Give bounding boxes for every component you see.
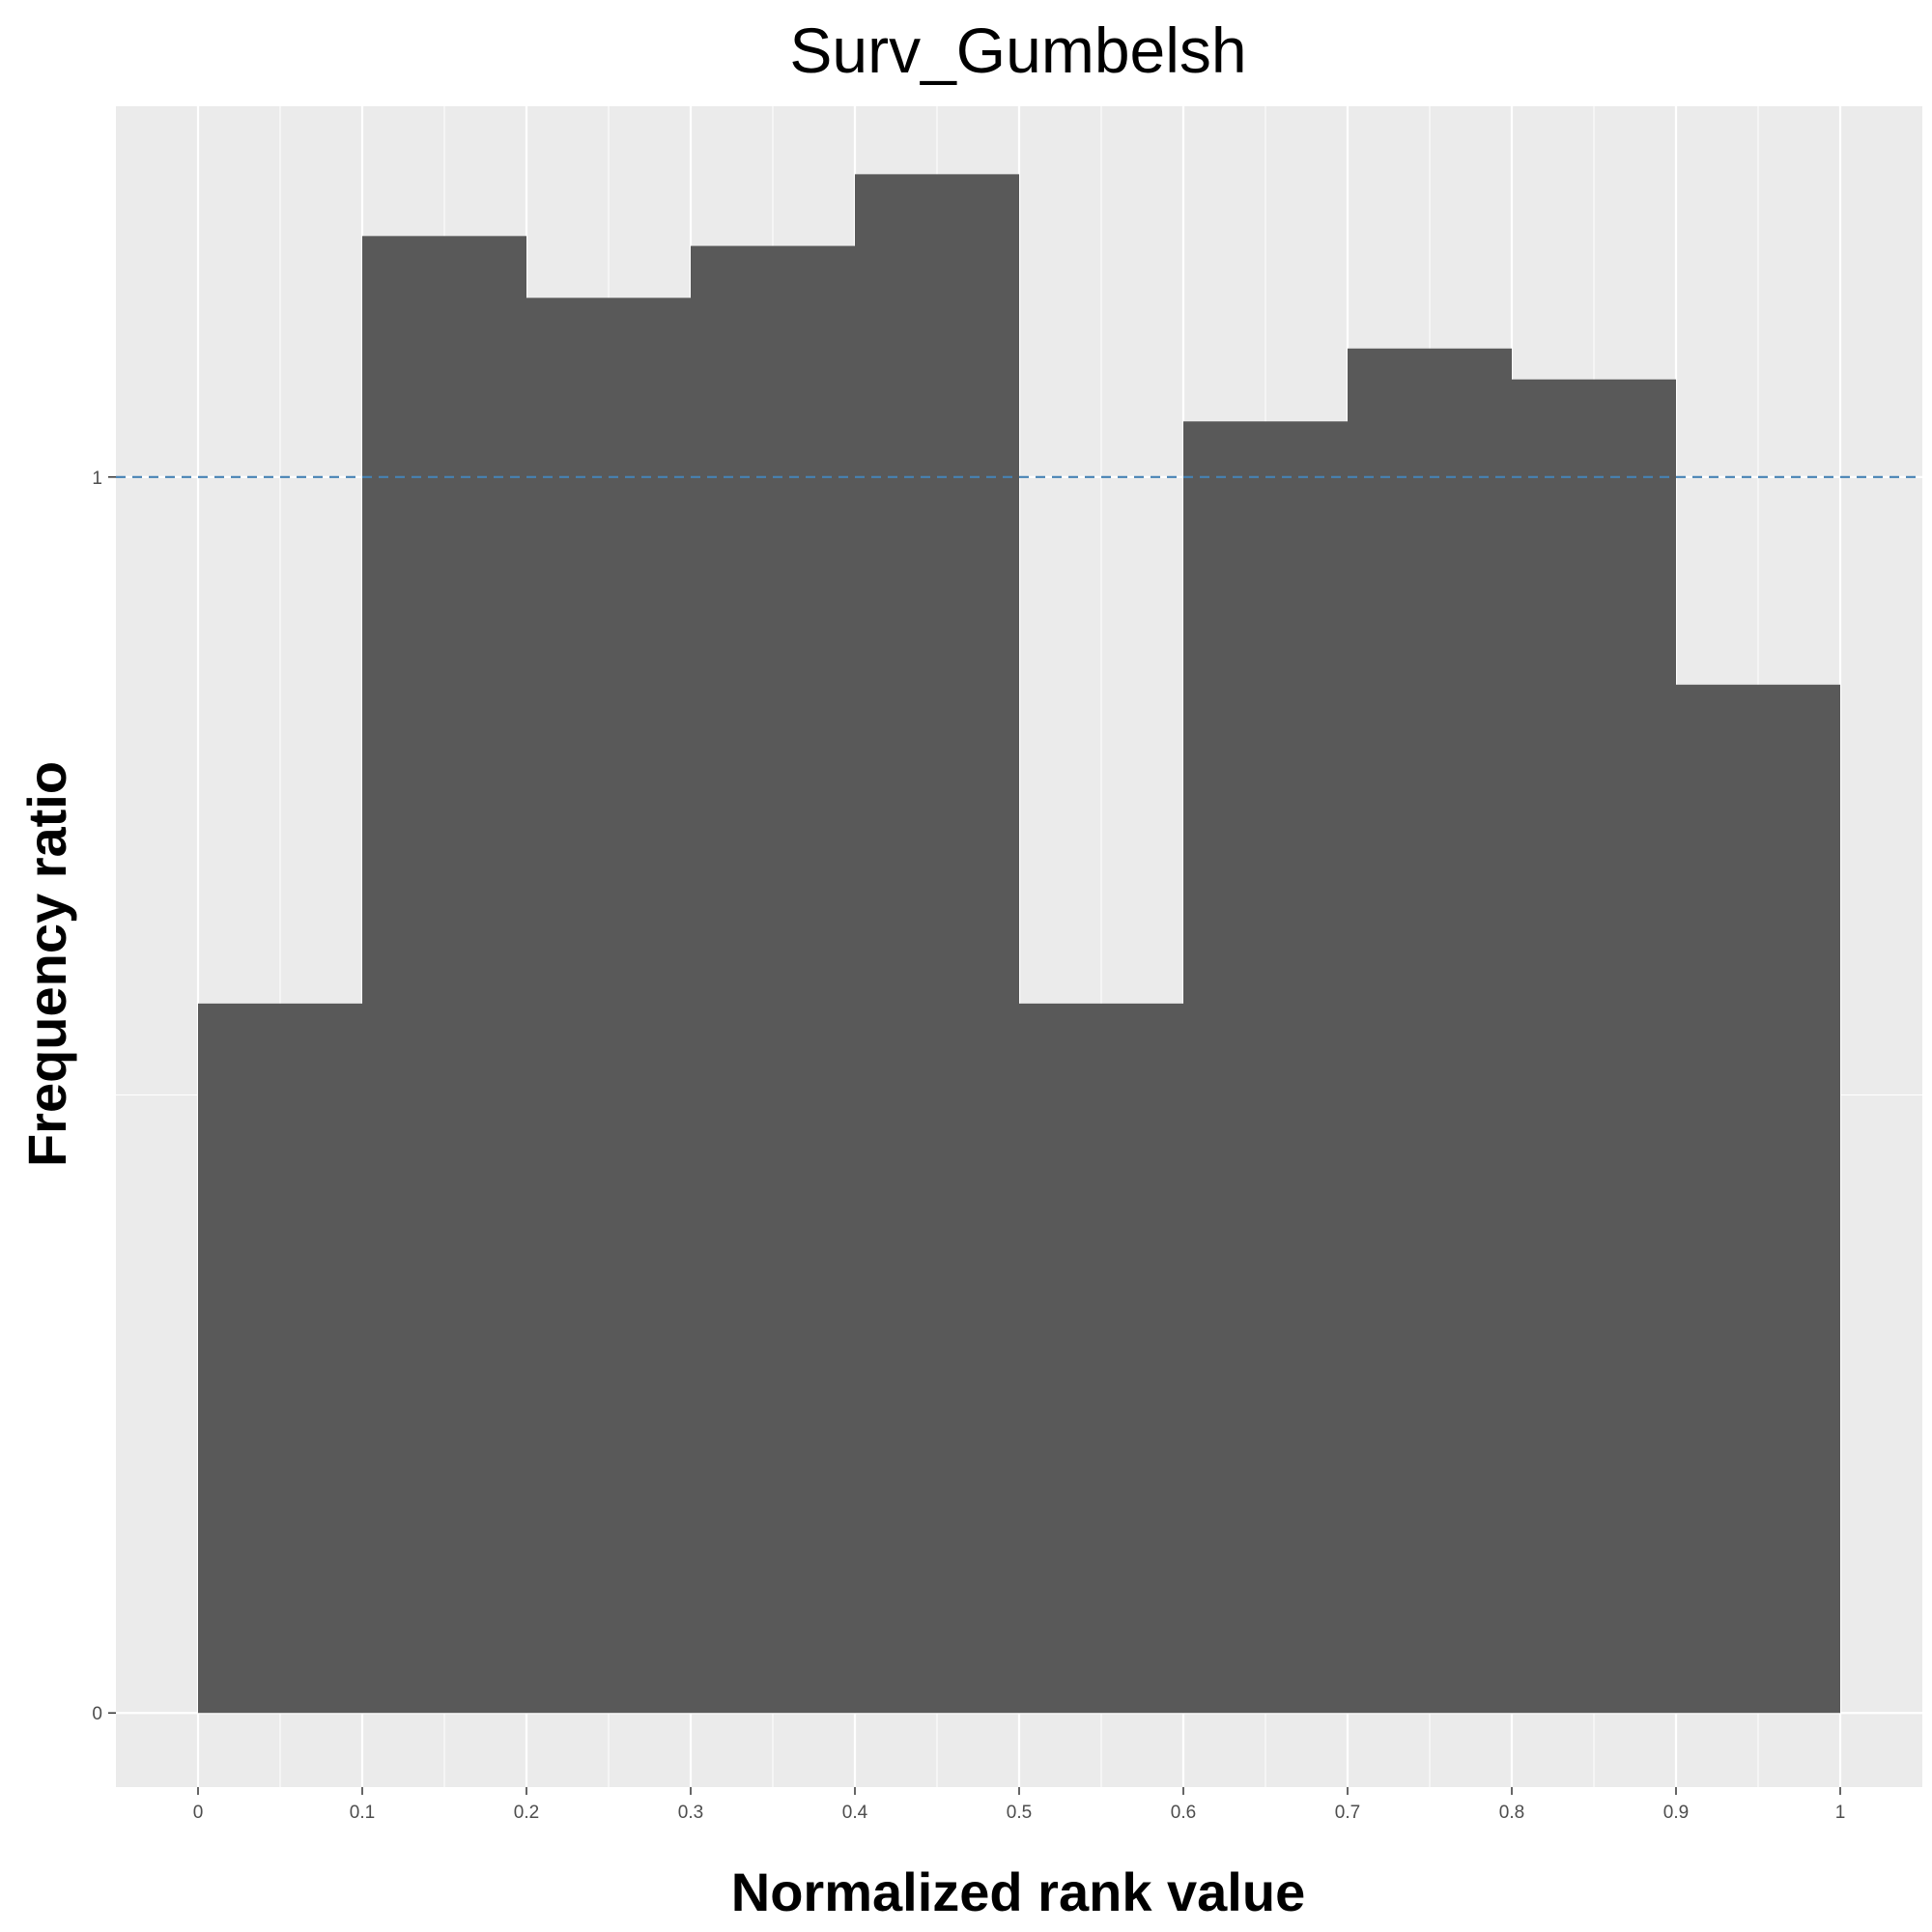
histogram-bar: [691, 245, 855, 1714]
histogram-bar: [1512, 379, 1676, 1714]
x-tick-label: 0.6: [1171, 1803, 1196, 1823]
y-tick-label: 0: [92, 1704, 102, 1724]
histogram-bar: [1348, 348, 1512, 1714]
x-tick-label: 0: [193, 1803, 204, 1823]
x-tick-label: 0.5: [1007, 1803, 1032, 1823]
chart-title: Surv_Gumbelsh: [789, 14, 1246, 86]
histogram-bar: [1676, 684, 1840, 1714]
histogram-bar: [198, 1003, 362, 1714]
histogram-bar: [855, 174, 1019, 1714]
x-tick-label: 0.9: [1663, 1803, 1689, 1823]
histogram-bars: [198, 174, 1840, 1714]
histogram-bar: [1183, 421, 1348, 1714]
y-tick-label: 1: [92, 469, 102, 489]
x-tick-label: 0.3: [678, 1803, 703, 1823]
x-tick-label: 0.1: [350, 1803, 375, 1823]
histogram-bar: [362, 236, 526, 1714]
x-axis-ticks: 0 0.1 0.2 0.3 0.4 0.5 0.6 0.7 0.8 0.9 1: [193, 1787, 1846, 1823]
y-axis-ticks: 01: [92, 469, 116, 1724]
x-tick-label: 0.8: [1499, 1803, 1524, 1823]
histogram-bar: [526, 298, 691, 1714]
x-axis-title: Normalized rank value: [731, 1861, 1305, 1922]
x-tick-label: 1: [1835, 1803, 1846, 1823]
histogram-bar: [1019, 1003, 1183, 1714]
x-tick-label: 0.4: [842, 1803, 868, 1823]
x-tick-label: 0.2: [514, 1803, 539, 1823]
x-tick-label: 0.7: [1335, 1803, 1360, 1823]
y-axis-title: Frequency ratio: [16, 761, 77, 1167]
